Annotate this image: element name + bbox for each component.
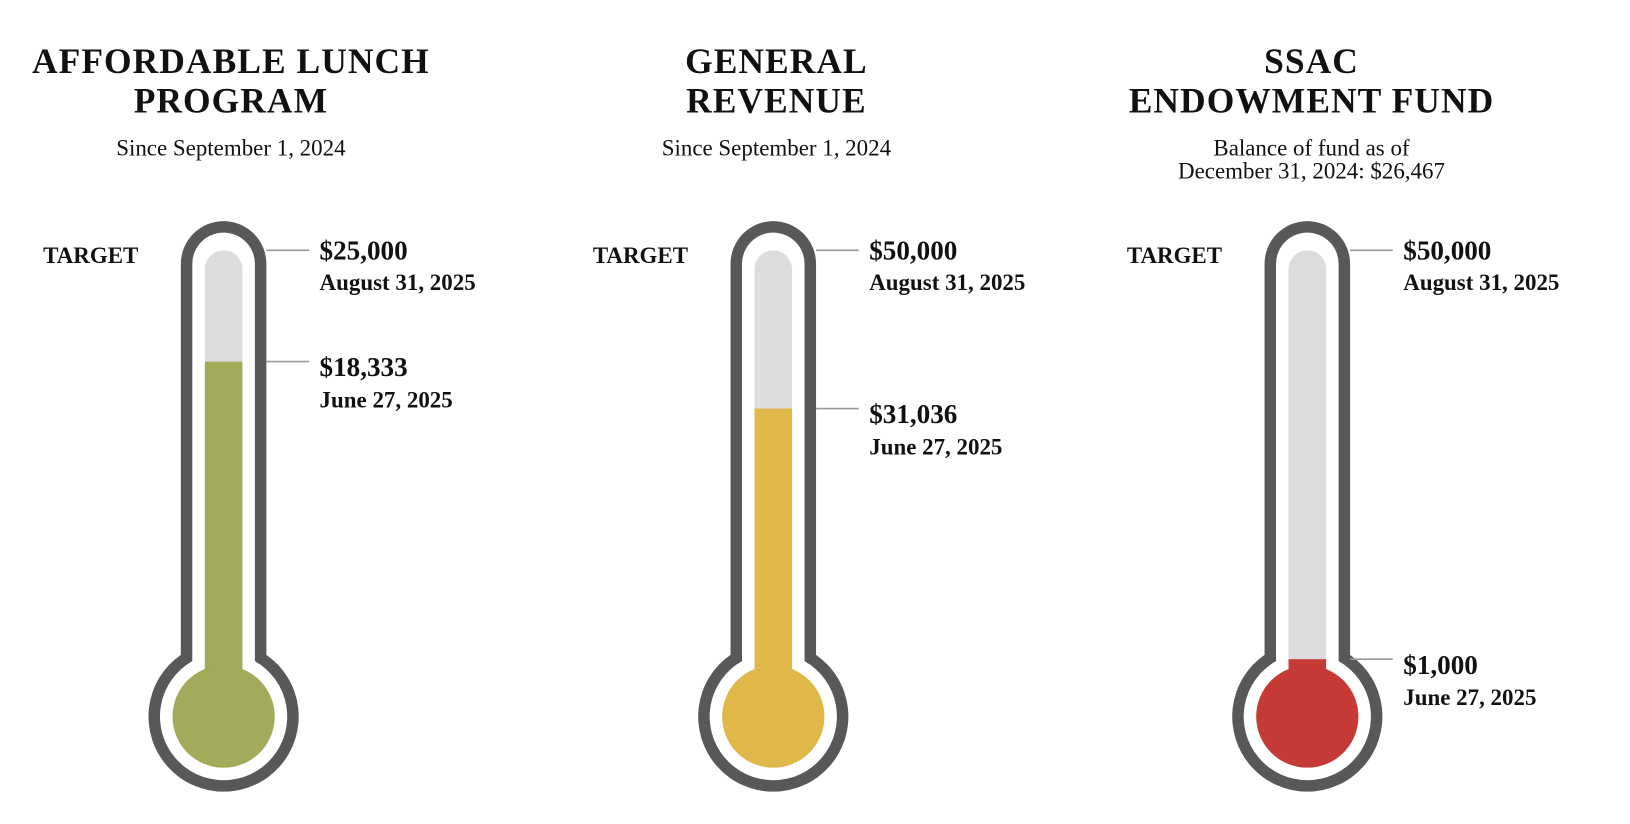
thermometer-fill xyxy=(754,408,793,717)
target-date: August 31, 2025 xyxy=(869,270,1025,295)
target-value: $50,000 xyxy=(1403,236,1491,266)
target-label: TARGET xyxy=(593,243,688,268)
panel-subtitle: Since September 1, 2024 xyxy=(116,135,346,160)
target-label: TARGET xyxy=(43,243,138,268)
panel-subtitle: December 31, 2024: $26,467 xyxy=(1178,158,1445,183)
target-date: August 31, 2025 xyxy=(320,270,476,295)
current-value: $1,000 xyxy=(1403,650,1478,680)
current-value: $31,036 xyxy=(869,399,957,429)
panel-title: AFFORDABLE LUNCH xyxy=(32,41,430,81)
current-date: June 27, 2025 xyxy=(1403,685,1536,710)
panel-subtitle: Since September 1, 2024 xyxy=(662,135,892,160)
current-value: $18,333 xyxy=(320,352,408,382)
panel-title: REVENUE xyxy=(686,81,867,121)
panel-title: ENDOWMENT FUND xyxy=(1129,81,1495,121)
target-value: $50,000 xyxy=(869,236,957,266)
thermometer-tube xyxy=(1256,250,1359,768)
thermometer-bulb xyxy=(172,665,275,768)
panel-title: PROGRAM xyxy=(134,81,328,121)
thermometer-fill xyxy=(204,361,243,717)
target-value: $25,000 xyxy=(320,236,408,266)
thermometer-bulb xyxy=(722,665,825,768)
current-date: June 27, 2025 xyxy=(869,434,1002,459)
thermometer-bulb xyxy=(1256,665,1359,768)
target-date: August 31, 2025 xyxy=(1403,270,1559,295)
panel-title: GENERAL xyxy=(685,41,868,81)
current-date: June 27, 2025 xyxy=(320,387,453,412)
target-label: TARGET xyxy=(1127,243,1222,268)
panel-title: SSAC xyxy=(1264,41,1359,81)
panel-subtitle: Balance of fund as of xyxy=(1213,135,1410,160)
